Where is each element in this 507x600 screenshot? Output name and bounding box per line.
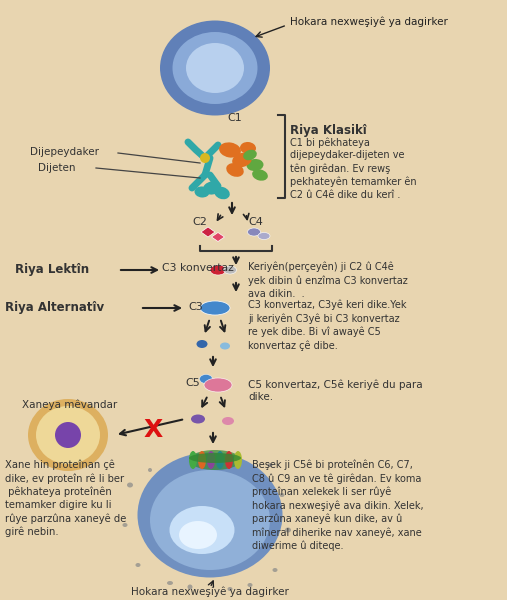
Ellipse shape	[200, 153, 210, 163]
Ellipse shape	[252, 169, 268, 181]
Ellipse shape	[189, 451, 197, 469]
Polygon shape	[201, 227, 215, 237]
Ellipse shape	[225, 451, 233, 469]
Ellipse shape	[198, 451, 206, 469]
Ellipse shape	[232, 153, 252, 167]
Ellipse shape	[207, 451, 215, 469]
Ellipse shape	[247, 583, 252, 587]
Ellipse shape	[226, 163, 244, 177]
Ellipse shape	[135, 563, 140, 567]
Ellipse shape	[55, 422, 81, 448]
Ellipse shape	[214, 187, 230, 199]
Ellipse shape	[203, 181, 221, 194]
Text: C1: C1	[228, 113, 242, 123]
Ellipse shape	[195, 187, 209, 197]
Ellipse shape	[200, 301, 230, 315]
Ellipse shape	[246, 159, 264, 171]
Ellipse shape	[285, 527, 291, 533]
Text: Riya Lektîn: Riya Lektîn	[15, 263, 89, 277]
Ellipse shape	[197, 340, 207, 348]
Ellipse shape	[188, 584, 193, 589]
Text: C5 konvertaz, C5ê keriyê du para
dike.: C5 konvertaz, C5ê keriyê du para dike.	[248, 379, 423, 402]
Ellipse shape	[268, 463, 272, 467]
Ellipse shape	[186, 43, 244, 93]
Ellipse shape	[219, 142, 241, 158]
Text: X: X	[143, 418, 163, 442]
Text: C1 bi pêkhateya
dijepeydaker-dijeten ve
tên girêdan. Ev rewş
pekhateyên temamker: C1 bi pêkhateya dijepeydaker-dijeten ve …	[290, 137, 417, 200]
Text: C3 konvertaz, C3yê keri dike.Yek
ji keriyên C3yê bi C3 konvertaz
re yek dibe. Bi: C3 konvertaz, C3yê keri dike.Yek ji keri…	[248, 300, 407, 351]
Text: Xane hin proteînan çê
dike, ev proteîn rê li ber
 pêkhateya proteînên
temamker d: Xane hin proteînan çê dike, ev proteîn r…	[5, 460, 126, 537]
Text: Dijepeydaker: Dijepeydaker	[30, 147, 99, 157]
Ellipse shape	[210, 265, 226, 275]
Text: C5: C5	[185, 378, 200, 388]
Ellipse shape	[234, 451, 242, 469]
Text: C4: C4	[248, 217, 263, 227]
Ellipse shape	[279, 493, 284, 497]
Ellipse shape	[240, 142, 256, 154]
Text: Riya Alternatîv: Riya Alternatîv	[5, 301, 104, 314]
Ellipse shape	[28, 399, 108, 471]
Text: C3 konvertaz: C3 konvertaz	[162, 263, 234, 273]
Ellipse shape	[127, 482, 133, 487]
Text: C2: C2	[193, 217, 207, 227]
Ellipse shape	[169, 506, 235, 554]
Ellipse shape	[220, 343, 230, 349]
Ellipse shape	[222, 417, 234, 425]
Text: C3: C3	[188, 302, 203, 312]
Ellipse shape	[228, 587, 233, 591]
Ellipse shape	[179, 521, 217, 549]
Ellipse shape	[216, 451, 224, 469]
Ellipse shape	[189, 450, 241, 470]
Text: Riya Klasikî: Riya Klasikî	[290, 124, 367, 137]
Ellipse shape	[247, 228, 261, 236]
Text: Hokara nexweşiyê ya dagirker: Hokara nexweşiyê ya dagirker	[131, 587, 289, 597]
Ellipse shape	[224, 266, 236, 274]
Ellipse shape	[191, 415, 205, 424]
Ellipse shape	[172, 32, 258, 104]
Text: Dijeten: Dijeten	[38, 163, 76, 173]
Ellipse shape	[204, 378, 232, 392]
Ellipse shape	[243, 150, 257, 160]
Ellipse shape	[148, 468, 152, 472]
Text: Beşek ji C5ê bi proteînên C6, C7,
C8 û C9 an ve tê girêdan. Ev koma
proteînan xe: Beşek ji C5ê bi proteînên C6, C7, C8 û C…	[252, 460, 424, 551]
Ellipse shape	[272, 568, 277, 572]
Polygon shape	[211, 232, 225, 241]
Ellipse shape	[160, 20, 270, 115]
Ellipse shape	[150, 470, 270, 570]
Ellipse shape	[36, 406, 100, 464]
Ellipse shape	[189, 453, 241, 463]
Ellipse shape	[123, 523, 127, 527]
Ellipse shape	[258, 232, 270, 239]
Ellipse shape	[137, 452, 282, 577]
Text: Keriyên(perçeyên) ji C2 û C4ê
yek dibin û enzîma C3 konvertaz
ava dikin.  .: Keriyên(perçeyên) ji C2 û C4ê yek dibin …	[248, 262, 408, 299]
Ellipse shape	[199, 374, 212, 383]
Text: Xaneya mêvandar: Xaneya mêvandar	[22, 400, 117, 410]
Ellipse shape	[167, 581, 173, 585]
Text: Hokara nexweşiyê ya dagirker: Hokara nexweşiyê ya dagirker	[290, 17, 448, 27]
